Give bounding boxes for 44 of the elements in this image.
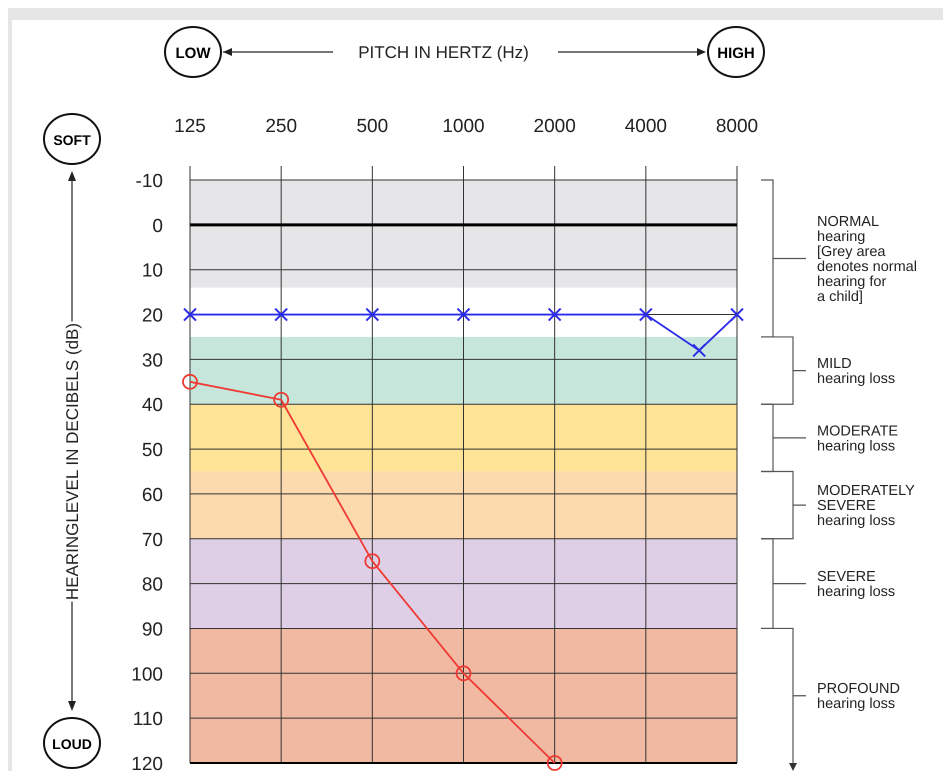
text: SEVERE hearing loss: [817, 569, 896, 600]
y-tick-label: 120: [131, 754, 163, 775]
x-tick-label: 125: [174, 116, 206, 137]
x-axis-title: PITCH IN HERTZ (Hz): [358, 43, 529, 62]
y-tick-label: 40: [142, 395, 163, 416]
x-tick-label: 8000: [716, 116, 758, 137]
x-tick-label: 500: [356, 116, 388, 137]
y-tick-label: 100: [131, 664, 163, 686]
point: [456, 665, 472, 682]
point: [638, 308, 653, 322]
x-tick-label: 1000: [442, 116, 485, 137]
text: LOUD: [52, 736, 92, 752]
point: [183, 308, 197, 322]
point: [365, 308, 380, 322]
text: MODERATELY SEVERE hearing loss: [817, 483, 916, 530]
point: [182, 374, 198, 390]
y-tick-label: 60: [142, 484, 163, 506]
x-tick-label: 250: [265, 116, 298, 137]
point: [548, 308, 562, 322]
text: MODERATE hearing loss: [817, 423, 898, 454]
point: [456, 308, 470, 322]
y-tick-label: 50: [142, 440, 163, 462]
text: SOFT: [53, 132, 92, 148]
y-axis-title: HEARINGLEVEL IN DECIBELS (dB): [63, 322, 82, 600]
point: [274, 308, 288, 322]
y-tick-label: 80: [142, 574, 163, 596]
text: PROFOUND hearing loss: [817, 681, 900, 712]
y-tick-label: 30: [142, 350, 163, 372]
y-tick-label: -10: [136, 171, 163, 192]
text: NORMAL hearing [Grey area denotes normal hearing for a child]: [817, 214, 917, 305]
y-tick-label: 0: [152, 216, 163, 237]
y-tick-label: 20: [142, 306, 163, 327]
y-tick-label: 90: [142, 619, 163, 640]
y-tick-label: 10: [142, 260, 163, 282]
point: [546, 755, 563, 771]
text: HIGH: [717, 45, 755, 62]
point: [364, 553, 380, 570]
x-tick-label: 2000: [534, 116, 576, 137]
y-tick-label: 110: [132, 709, 163, 730]
x-tick-label: 4000: [624, 116, 667, 137]
text: MILD hearing loss: [817, 356, 896, 388]
text: LOW: [176, 45, 212, 62]
y-tick-label: 70: [142, 530, 163, 551]
point: [273, 392, 290, 408]
